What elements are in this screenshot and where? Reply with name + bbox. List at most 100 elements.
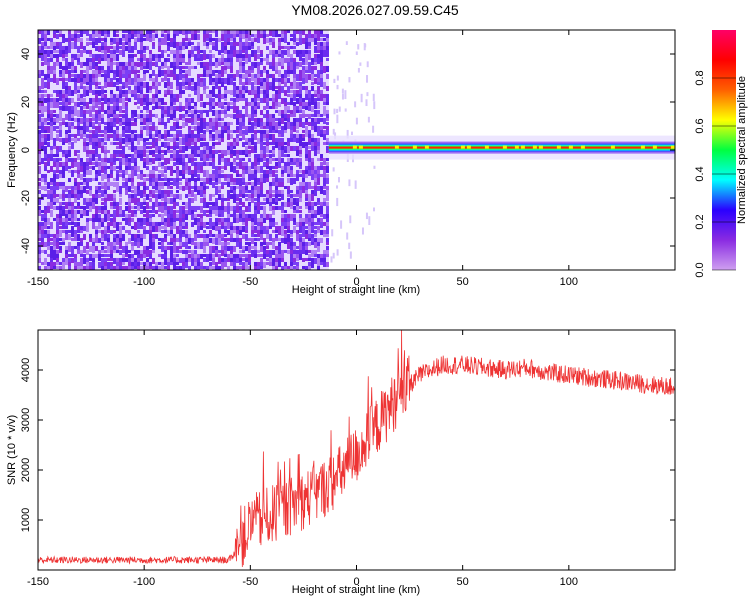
noise-cell bbox=[227, 150, 230, 155]
noise-cell bbox=[107, 66, 110, 70]
noise-cell bbox=[155, 30, 158, 37]
noise-cell bbox=[203, 142, 206, 148]
noise-cell bbox=[317, 98, 320, 101]
noise-cell bbox=[260, 82, 263, 89]
noise-cell bbox=[305, 194, 308, 201]
noise-cell bbox=[80, 194, 83, 198]
noise-cell bbox=[41, 90, 44, 93]
noise-cell bbox=[164, 266, 167, 269]
noise-cell bbox=[116, 166, 119, 169]
noise-cell bbox=[119, 158, 122, 164]
noise-cell bbox=[98, 170, 101, 176]
noise-cell bbox=[41, 106, 44, 113]
noise-cell bbox=[83, 174, 86, 177]
noise-cell bbox=[56, 234, 59, 238]
noise-cell bbox=[122, 110, 125, 113]
noise-cell bbox=[128, 202, 131, 206]
noise-cell bbox=[38, 162, 41, 165]
noise-cell bbox=[86, 162, 89, 167]
noise-cell bbox=[314, 258, 317, 264]
noise-cell bbox=[101, 38, 104, 41]
noise-cell bbox=[161, 166, 164, 169]
noise-cell bbox=[56, 206, 59, 210]
noise-cell bbox=[173, 138, 176, 145]
noise-cell bbox=[74, 210, 77, 217]
noise-cell bbox=[311, 258, 314, 265]
noise-cell bbox=[320, 34, 323, 37]
noise-cell bbox=[143, 186, 146, 191]
noise-cell bbox=[95, 66, 98, 71]
noise-cell bbox=[293, 42, 296, 45]
noise-cell bbox=[227, 54, 230, 58]
noise-cell bbox=[173, 58, 176, 62]
noise-cell bbox=[194, 118, 197, 125]
noise-cell bbox=[110, 158, 113, 163]
noise-cell bbox=[206, 102, 209, 105]
colorbar: 0.00.20.40.60.8 Normalized spectral ampl… bbox=[694, 30, 748, 278]
noise-cell bbox=[176, 46, 179, 53]
noise-cell bbox=[155, 54, 158, 59]
noise-cell bbox=[149, 114, 152, 118]
noise-cell bbox=[41, 222, 44, 229]
noise-cell bbox=[296, 178, 299, 181]
noise-cell bbox=[290, 158, 293, 162]
noise-cell bbox=[83, 86, 86, 92]
noise-cell bbox=[260, 218, 263, 223]
noise-cell bbox=[197, 118, 200, 121]
noise-cell bbox=[233, 90, 236, 97]
noise-cell bbox=[251, 190, 254, 195]
noise-cell bbox=[227, 258, 230, 262]
noise-cell bbox=[158, 134, 161, 139]
noise-cell bbox=[230, 258, 233, 262]
noise-cell bbox=[326, 194, 329, 201]
noise-cell bbox=[266, 86, 269, 91]
noise-cell bbox=[224, 166, 227, 170]
noise-cell bbox=[323, 166, 326, 173]
noise-cell bbox=[53, 62, 56, 66]
noise-cell bbox=[209, 206, 212, 212]
noise-cell bbox=[176, 238, 179, 242]
noise-cell bbox=[113, 230, 116, 233]
noise-cell bbox=[62, 174, 65, 178]
noise-cell bbox=[95, 146, 98, 153]
noise-cell bbox=[71, 90, 74, 96]
noise-cell bbox=[308, 74, 311, 80]
noise-cell bbox=[149, 230, 152, 237]
noise-cell bbox=[113, 242, 116, 246]
noise-cell bbox=[38, 134, 41, 138]
noise-cell bbox=[98, 230, 101, 233]
noise-cell bbox=[44, 162, 47, 169]
noise-cell bbox=[191, 30, 194, 36]
noise-cell bbox=[173, 114, 176, 119]
y-tick-label: 1000 bbox=[20, 508, 32, 532]
noise-cell bbox=[317, 246, 320, 252]
noise-cell bbox=[125, 122, 128, 129]
noise-cell bbox=[254, 110, 257, 115]
noise-cell bbox=[242, 170, 245, 177]
noise-cell bbox=[95, 78, 98, 82]
noise-cell bbox=[323, 82, 326, 89]
noise-cell bbox=[188, 178, 191, 184]
noise-cell bbox=[314, 38, 317, 45]
noise-cell bbox=[116, 246, 119, 251]
noise-cell bbox=[221, 134, 224, 141]
noise-cell bbox=[104, 174, 107, 179]
noise-cell bbox=[140, 138, 143, 141]
noise-speck bbox=[355, 51, 358, 55]
noise-cell bbox=[218, 110, 221, 115]
noise-cell bbox=[86, 118, 89, 124]
noise-cell bbox=[50, 130, 53, 136]
noise-cell bbox=[173, 170, 176, 173]
noise-cell bbox=[77, 162, 80, 167]
noise-cell bbox=[86, 106, 89, 109]
noise-cell bbox=[233, 262, 236, 266]
noise-cell bbox=[278, 258, 281, 262]
noise-cell bbox=[269, 262, 272, 266]
noise-cell bbox=[224, 150, 227, 156]
noise-cell bbox=[257, 190, 260, 194]
noise-cell bbox=[47, 170, 50, 173]
noise-cell bbox=[164, 58, 167, 62]
noise-cell bbox=[155, 102, 158, 106]
noise-cell bbox=[227, 102, 230, 106]
